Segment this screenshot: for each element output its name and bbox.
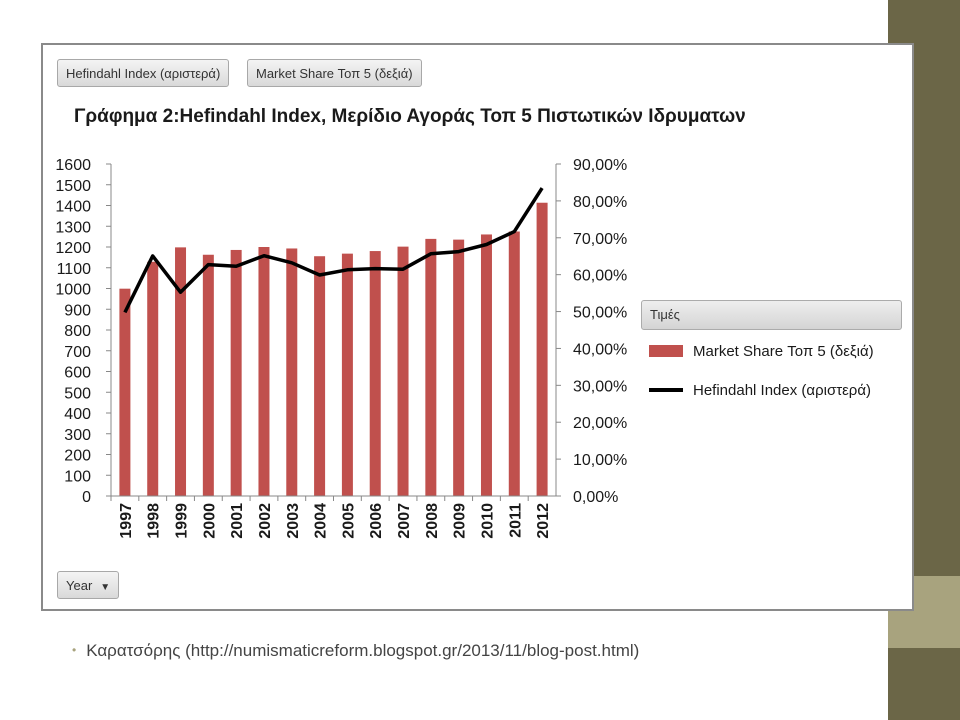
left-tick-label: 1100 xyxy=(57,261,92,278)
right-tick-label: 30,00% xyxy=(573,378,627,395)
x-category-label: 2011 xyxy=(507,503,524,538)
right-tick-label: 20,00% xyxy=(573,415,627,432)
x-category-label: 1997 xyxy=(118,503,135,539)
left-tick-label: 1500 xyxy=(55,178,91,195)
left-tick-label: 1600 xyxy=(55,157,91,174)
left-tick-label: 700 xyxy=(64,344,91,361)
bar-2007 xyxy=(397,246,409,496)
x-category-label: 2009 xyxy=(452,503,469,539)
bar-2002 xyxy=(258,247,270,496)
left-tick-label: 800 xyxy=(64,323,91,340)
right-tick-label: 50,00% xyxy=(573,305,627,322)
source-note: • Καρατσόρης (http://numismaticreform.blo… xyxy=(72,641,639,661)
bullet-icon: • xyxy=(72,643,77,657)
right-tick-label: 70,00% xyxy=(573,231,627,248)
x-category-label: 2000 xyxy=(201,503,218,539)
right-tick-label: 40,00% xyxy=(573,341,627,358)
bar-1999 xyxy=(175,247,187,496)
year-field-button[interactable]: Year ▼ xyxy=(57,571,119,599)
x-category-label: 2010 xyxy=(479,503,496,539)
source-note-text: Καρατσόρης (http://numismaticreform.blog… xyxy=(86,641,640,660)
x-category-label: 2005 xyxy=(340,503,357,539)
left-tick-label: 1200 xyxy=(55,240,91,257)
right-tick-label: 90,00% xyxy=(573,157,627,174)
right-tick-label: 60,00% xyxy=(573,268,627,285)
x-category-label: 2001 xyxy=(229,503,246,539)
x-category-label: 2004 xyxy=(313,503,330,539)
left-tick-label: 600 xyxy=(64,365,91,382)
legend-line-label: Hefindahl Index (αριστερά) xyxy=(693,381,872,399)
left-tick-label: 200 xyxy=(64,448,91,465)
year-field-label: Year xyxy=(66,578,93,593)
legend-header-label: Τιμές xyxy=(650,307,680,322)
bar-2010 xyxy=(480,234,492,497)
market-share-field-button[interactable]: Market Share Τοπ 5 (δεξιά) xyxy=(247,59,422,87)
chevron-down-icon[interactable]: ▼ xyxy=(100,582,111,593)
legend-bar-swatch xyxy=(649,345,683,357)
left-tick-label: 500 xyxy=(64,385,91,402)
bar-1997 xyxy=(119,288,131,496)
bar-2001 xyxy=(230,249,242,496)
right-tick-label: 0,00% xyxy=(573,489,618,506)
bar-2004 xyxy=(314,256,326,496)
bar-2006 xyxy=(369,251,381,496)
bar-2008 xyxy=(425,238,437,496)
x-category-label: 2008 xyxy=(424,503,441,539)
legend-item-hefindahl: Hefindahl Index (αριστερά) xyxy=(649,379,871,401)
left-tick-label: 900 xyxy=(64,302,91,319)
left-tick-label: 1300 xyxy=(55,219,91,236)
left-tick-label: 400 xyxy=(64,406,91,423)
legend-bar-label: Market Share Τοπ 5 (δεξιά) xyxy=(693,342,874,360)
right-tick-label: 80,00% xyxy=(573,194,627,211)
x-category-label: 2002 xyxy=(257,503,274,539)
right-tick-label: 10,00% xyxy=(573,452,627,469)
bar-1998 xyxy=(147,261,159,496)
x-category-label: 1999 xyxy=(174,503,191,539)
left-tick-label: 1000 xyxy=(55,282,91,299)
hefindahl-line xyxy=(123,187,544,314)
x-category-label: 2007 xyxy=(396,503,413,539)
chart-title: Γράφημα 2:Hefindahl Index, Μερίδιο Αγορά… xyxy=(74,106,746,127)
bar-2009 xyxy=(453,239,465,496)
legend-item-market-share: Market Share Τοπ 5 (δεξιά) xyxy=(649,340,874,362)
left-tick-label: 0 xyxy=(82,489,91,506)
bar-2011 xyxy=(508,231,520,497)
x-category-label: 2012 xyxy=(535,503,552,539)
left-tick-label: 100 xyxy=(64,468,91,485)
x-category-label: 2003 xyxy=(285,503,302,539)
x-category-label: 2006 xyxy=(368,503,385,539)
left-tick-label: 1400 xyxy=(55,199,91,216)
x-category-label: 1998 xyxy=(146,503,163,539)
bar-2012 xyxy=(536,202,548,496)
bar-2005 xyxy=(341,253,353,496)
hefindahl-field-button[interactable]: Hefindahl Index (αριστερά) xyxy=(57,59,230,87)
left-tick-label: 300 xyxy=(64,427,91,444)
bar-2003 xyxy=(286,248,298,496)
legend-line-swatch xyxy=(649,388,683,392)
bar-2000 xyxy=(202,254,214,496)
legend-values-header[interactable]: Τιμές xyxy=(641,300,902,330)
